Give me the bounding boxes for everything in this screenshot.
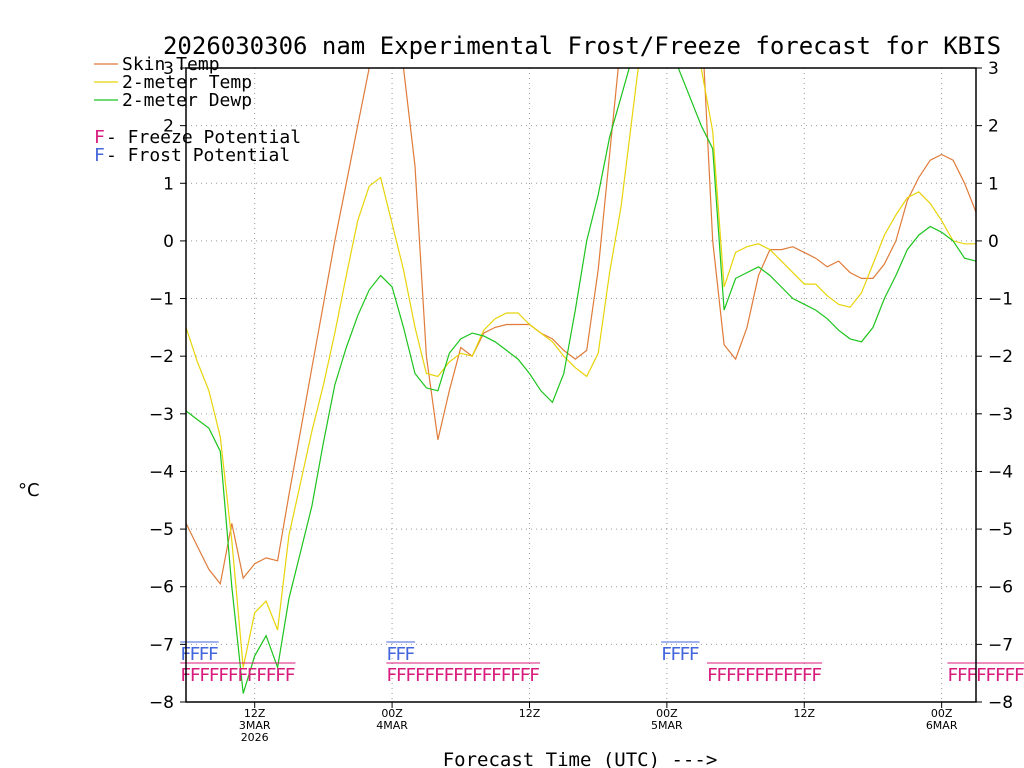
freeze-run-marks: FFFFFFFFFFFFFF bbox=[947, 665, 1024, 686]
y-tick-label-left: −6 bbox=[149, 578, 174, 598]
y-tick-label-left: 2 bbox=[163, 117, 174, 137]
y-tick-label-right: −7 bbox=[988, 635, 1013, 655]
y-tick-label-right: −8 bbox=[988, 693, 1013, 713]
legend-entry: Skin Temp bbox=[122, 54, 220, 75]
x-tick-label: 00Z bbox=[656, 707, 678, 720]
y-tick-label-left: −3 bbox=[149, 405, 174, 425]
series-line-2-meter-temp bbox=[186, 68, 976, 668]
y-tick-label-right: −3 bbox=[988, 405, 1013, 425]
y-tick-label-right: −2 bbox=[988, 347, 1013, 367]
y-tick-label-right: −1 bbox=[988, 290, 1013, 310]
y-tick-label-right: −4 bbox=[988, 462, 1013, 482]
y-tick-label-left: −5 bbox=[149, 520, 174, 540]
y-tick-label-left: −8 bbox=[149, 693, 174, 713]
legend-potential-letter: F bbox=[94, 127, 105, 148]
x-tick-label: 00Z bbox=[931, 707, 953, 720]
y-tick-label-left: 0 bbox=[163, 232, 174, 252]
y-tick-label-right: 2 bbox=[988, 117, 999, 137]
frost-run-marks: FFF bbox=[386, 644, 415, 665]
freeze-run-marks: FFFFFFFFFFFF bbox=[180, 665, 295, 686]
x-tick-label: 4MAR bbox=[376, 719, 408, 732]
x-tick-label: 12Z bbox=[519, 707, 541, 720]
chart-title: 2026030306 nam Experimental Frost/Freeze… bbox=[163, 32, 1001, 60]
y-axis-label: °C bbox=[18, 480, 40, 501]
series-line-skin-temp bbox=[186, 68, 976, 586]
x-tick-label: 2026 bbox=[241, 731, 269, 744]
y-tick-label-right: 1 bbox=[988, 174, 999, 194]
legend-potential-text: - Frost Potential bbox=[106, 145, 290, 166]
y-tick-label-left: −7 bbox=[149, 635, 174, 655]
legend-potential-text: - Freeze Potential bbox=[106, 127, 301, 148]
plot-frame bbox=[185, 67, 977, 703]
potential-marks: FFFF FFF FFFFFFFFFFFFFFFF FFFFFFFFFFFFFFFF F… bbox=[180, 641, 1024, 686]
y-tick-label-left: 3 bbox=[163, 59, 174, 79]
y-axis-ticks: −8 −8 −7 −7 −6 −6 −5 −5 −4 −4 −3 −3 −2 −2 −1 −1 0 0 1 1 2 2 3 3 bbox=[149, 59, 1013, 713]
series-line-2-meter-dewp bbox=[186, 68, 976, 694]
y-tick-label-left: −4 bbox=[149, 462, 174, 482]
series-lines bbox=[186, 68, 976, 694]
x-tick-label: 12Z bbox=[793, 707, 815, 720]
y-tick-label-right: 3 bbox=[988, 59, 999, 79]
y-tick-label-right: −5 bbox=[988, 520, 1013, 540]
y-tick-label-left: 1 bbox=[163, 174, 174, 194]
legend-entry: 2-meter Dewp bbox=[122, 90, 252, 111]
y-tick-label-right: 0 bbox=[988, 232, 999, 252]
x-tick-label: 6MAR bbox=[926, 719, 958, 732]
x-tick-label: 12Z bbox=[244, 707, 266, 720]
y-tick-label-left: −2 bbox=[149, 347, 174, 367]
x-tick-label: 5MAR bbox=[651, 719, 683, 732]
frost-run-marks: FFFF bbox=[180, 644, 218, 665]
freeze-run-marks: FFFFFFFFFFFF bbox=[707, 665, 822, 686]
legend-potential-letter: F bbox=[94, 145, 105, 166]
freeze-run-marks: FFFFFFFFFFFFFFFF bbox=[386, 665, 540, 686]
x-axis-title: Forecast Time (UTC) ---> bbox=[443, 749, 718, 768]
x-tick-label: 00Z bbox=[381, 707, 403, 720]
legend-entry: 2-meter Temp bbox=[122, 72, 252, 93]
x-tick-label: 3MAR bbox=[239, 719, 271, 732]
y-tick-label-right: −6 bbox=[988, 578, 1013, 598]
gridlines bbox=[186, 68, 976, 702]
y-tick-label-left: −1 bbox=[149, 290, 174, 310]
frost-run-marks: FFFF bbox=[661, 644, 699, 665]
